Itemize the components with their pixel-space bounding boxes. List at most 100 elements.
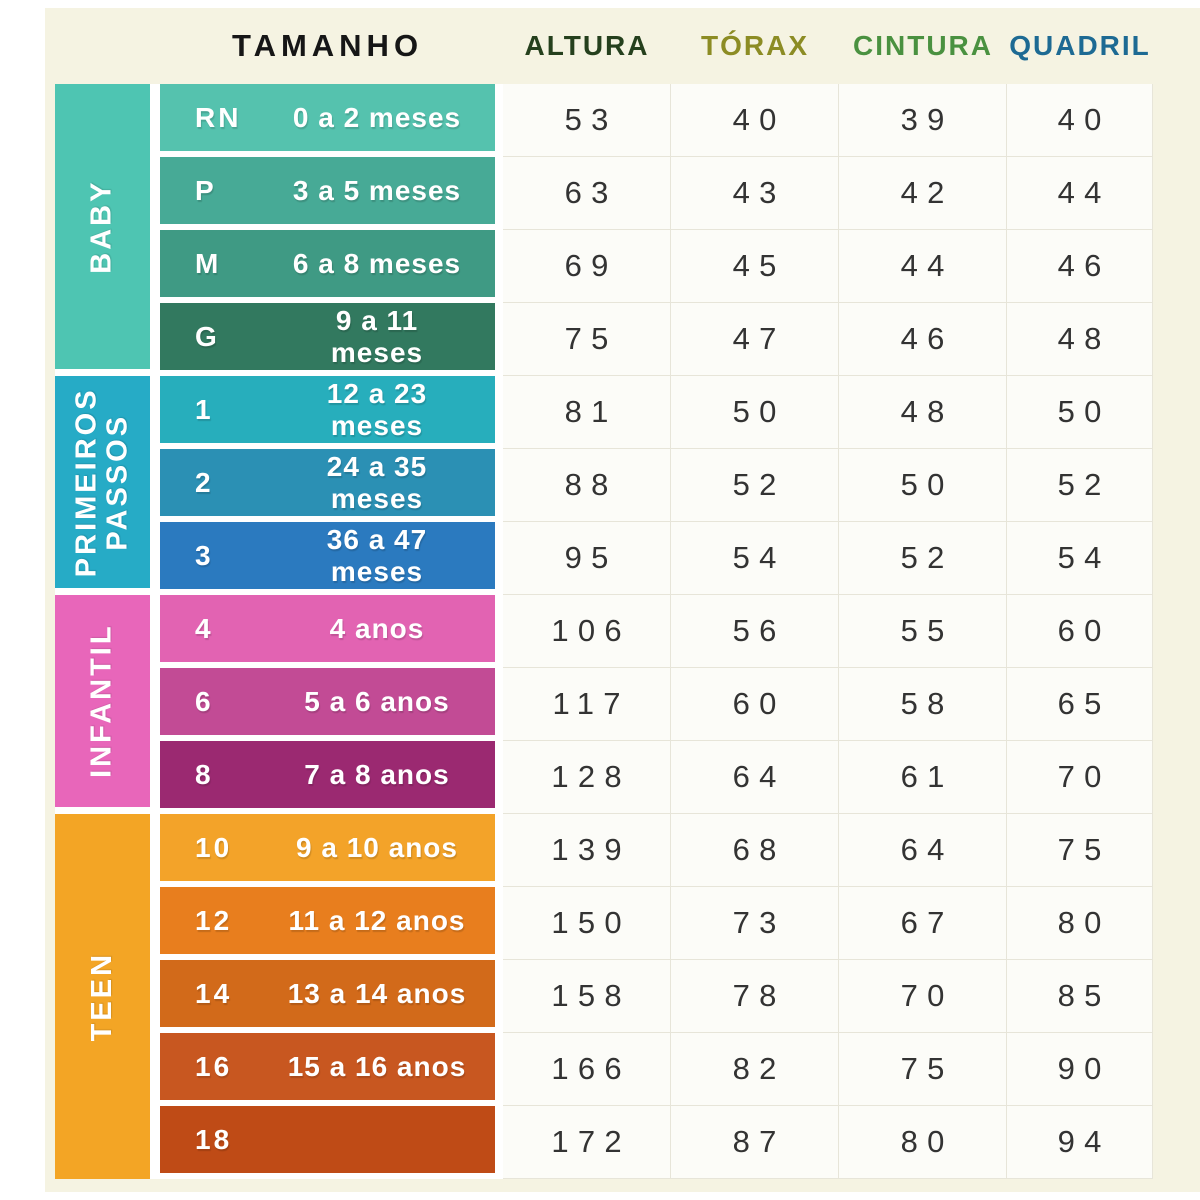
measurement-cell-8-cintura: 61 [839, 741, 1007, 814]
size-age: 24 a 35 meses [326, 450, 428, 514]
size-age: 13 a 14 anos [287, 977, 467, 1009]
measurement-cell-8-t-rax: 64 [671, 741, 839, 814]
measurement-cell-6-quadril: 65 [1007, 668, 1153, 741]
measurement-cell-3-altura: 95 [503, 522, 671, 595]
measurement-cell-1-altura: 81 [503, 376, 671, 449]
size-row-8: 8 7 a 8 anos [160, 741, 495, 814]
column-gap [495, 84, 503, 1179]
measurement-cell-10-cintura: 64 [839, 814, 1007, 887]
size-code: 10 [195, 831, 233, 863]
measurement-cell-16-altura: 166 [503, 1033, 671, 1106]
measurement-cell-10-quadril: 75 [1007, 814, 1153, 887]
size-age: 12 a 23 meses [326, 377, 428, 441]
group-label-teen: TEEN [55, 814, 150, 1179]
size-code: 14 [195, 977, 233, 1009]
size-row-rn: RN 0 a 2 meses [160, 84, 495, 157]
size-age: 15 a 16 anos [287, 1050, 467, 1082]
size-age: 5 a 6 anos [304, 685, 450, 717]
column-gap [150, 84, 160, 1179]
measurement-cell-m-altura: 69 [503, 230, 671, 303]
measurement-cell-4-cintura: 55 [839, 595, 1007, 668]
size-age: 9 a 11 meses [330, 304, 424, 368]
measurement-cell-16-cintura: 75 [839, 1033, 1007, 1106]
size-code: P [195, 174, 217, 206]
size-row-3: 3 36 a 47 meses [160, 522, 495, 595]
size-code: 1 [195, 393, 214, 425]
size-row-6: 6 5 a 6 anos [160, 668, 495, 741]
measurement-cell-10-altura: 139 [503, 814, 671, 887]
measurement-cell-6-t-rax: 60 [671, 668, 839, 741]
measurement-cell-rn-quadril: 40 [1007, 84, 1153, 157]
size-age: 0 a 2 meses [292, 101, 462, 133]
measurement-cell-14-quadril: 85 [1007, 960, 1153, 1033]
measurement-cell-14-altura: 158 [503, 960, 671, 1033]
measurement-cell-g-altura: 75 [503, 303, 671, 376]
size-row-4: 4 4 anos [160, 595, 495, 668]
measurement-cell-6-cintura: 58 [839, 668, 1007, 741]
size-row-16: 16 15 a 16 anos [160, 1033, 495, 1106]
size-age: 9 a 10 anos [296, 831, 458, 863]
measurement-cell-m-quadril: 46 [1007, 230, 1153, 303]
size-row-14: 14 13 a 14 anos [160, 960, 495, 1033]
measurement-cell-18-quadril: 94 [1007, 1106, 1153, 1179]
size-code: 12 [195, 904, 233, 936]
measurement-cell-1-cintura: 48 [839, 376, 1007, 449]
size-code: 16 [195, 1050, 233, 1082]
measurement-cell-g-t-rax: 47 [671, 303, 839, 376]
column-header-cintura: CINTURA [853, 30, 993, 61]
group-label-baby: BABY [55, 84, 150, 376]
column-header-altura: ALTURA [524, 30, 650, 61]
measurement-cell-m-cintura: 44 [839, 230, 1007, 303]
measurement-cell-2-cintura: 50 [839, 449, 1007, 522]
measurement-cell-3-quadril: 54 [1007, 522, 1153, 595]
size-age: 3 a 5 meses [292, 174, 462, 206]
size-code: M [195, 247, 222, 279]
size-row-18: 18 [160, 1106, 495, 1179]
size-row-p: P 3 a 5 meses [160, 157, 495, 230]
measurement-cell-8-quadril: 70 [1007, 741, 1153, 814]
size-age: 6 a 8 meses [292, 247, 462, 279]
size-row-1: 1 12 a 23 meses [160, 376, 495, 449]
measurement-cell-10-t-rax: 68 [671, 814, 839, 887]
measurement-cell-p-altura: 63 [503, 157, 671, 230]
column-header-tamanho: TAMANHO [231, 28, 424, 63]
measurement-cell-12-t-rax: 73 [671, 887, 839, 960]
measurement-cell-2-altura: 88 [503, 449, 671, 522]
measurement-cell-18-altura: 172 [503, 1106, 671, 1179]
measurement-cell-4-quadril: 60 [1007, 595, 1153, 668]
measurement-cell-14-cintura: 70 [839, 960, 1007, 1033]
size-row-g: G 9 a 11 meses [160, 303, 495, 376]
size-age: 7 a 8 anos [304, 758, 450, 790]
group-label-text: INFANTIL [85, 623, 118, 779]
measurement-cell-p-quadril: 44 [1007, 157, 1153, 230]
size-code: 4 [195, 612, 214, 644]
measurement-cell-1-quadril: 50 [1007, 376, 1153, 449]
group-label-text: TEEN [85, 951, 118, 1042]
size-table: BABY RN 0 a 2 meses 53 40 39 40 P 3 a 5 meses 63 4… [45, 84, 1200, 1179]
size-code: G [195, 320, 220, 352]
group-label-text: BABY [85, 179, 118, 274]
measurement-cell-18-cintura: 80 [839, 1106, 1007, 1179]
column-header-quadril: QUADRIL [1009, 30, 1151, 61]
measurement-cell-12-altura: 150 [503, 887, 671, 960]
size-row-2: 2 24 a 35 meses [160, 449, 495, 522]
size-code: RN [195, 101, 242, 133]
column-header-t-rax: TÓRAX [701, 30, 809, 61]
size-chart-panel: TAMANHO ALTURA TÓRAX CINTURA QUADRIL BABY RN… [45, 8, 1200, 1192]
measurement-cell-2-t-rax: 52 [671, 449, 839, 522]
measurement-cell-14-t-rax: 78 [671, 960, 839, 1033]
measurement-cell-m-t-rax: 45 [671, 230, 839, 303]
measurement-cell-2-quadril: 52 [1007, 449, 1153, 522]
measurement-cell-12-quadril: 80 [1007, 887, 1153, 960]
measurement-cell-16-quadril: 90 [1007, 1033, 1153, 1106]
measurement-cell-rn-t-rax: 40 [671, 84, 839, 157]
size-code: 3 [195, 539, 214, 571]
size-row-10: 10 9 a 10 anos [160, 814, 495, 887]
size-code: 18 [195, 1123, 233, 1155]
size-row-m: M 6 a 8 meses [160, 230, 495, 303]
size-code: 6 [195, 685, 214, 717]
measurement-cell-1-t-rax: 50 [671, 376, 839, 449]
group-label-text: PRIMEIROS PASSOS [70, 387, 134, 577]
size-row-12: 12 11 a 12 anos [160, 887, 495, 960]
measurement-cell-p-cintura: 42 [839, 157, 1007, 230]
